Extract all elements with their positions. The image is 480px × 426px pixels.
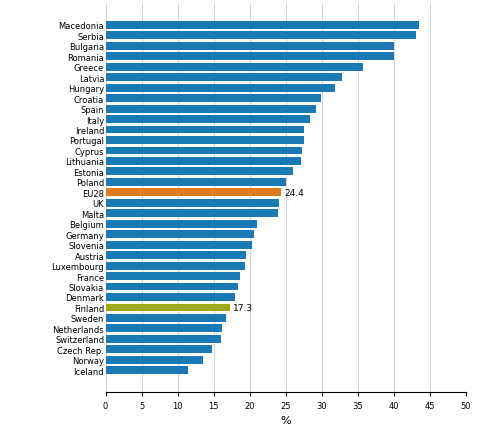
Bar bbox=[106, 116, 310, 124]
Bar bbox=[106, 356, 203, 364]
Bar bbox=[106, 283, 238, 291]
Bar bbox=[106, 63, 363, 72]
Bar bbox=[106, 210, 278, 218]
Bar bbox=[106, 241, 252, 249]
Bar bbox=[106, 178, 287, 186]
Bar bbox=[106, 314, 226, 322]
Text: 24.4: 24.4 bbox=[284, 188, 304, 197]
X-axis label: %: % bbox=[280, 415, 291, 426]
Bar bbox=[106, 74, 343, 82]
Bar bbox=[106, 199, 279, 207]
Bar bbox=[106, 366, 188, 374]
Bar bbox=[106, 168, 293, 176]
Text: 17.3: 17.3 bbox=[233, 303, 253, 312]
Bar bbox=[106, 105, 316, 113]
Bar bbox=[106, 53, 394, 61]
Bar bbox=[106, 147, 302, 155]
Bar bbox=[106, 273, 240, 280]
Bar bbox=[106, 345, 212, 354]
Bar bbox=[106, 304, 230, 312]
Bar bbox=[106, 335, 221, 343]
Bar bbox=[106, 189, 281, 197]
Bar bbox=[106, 137, 304, 144]
Bar bbox=[106, 95, 321, 103]
Bar bbox=[106, 325, 222, 333]
Bar bbox=[106, 158, 301, 165]
Bar bbox=[106, 294, 235, 301]
Bar bbox=[106, 220, 257, 228]
Bar bbox=[106, 262, 244, 270]
Bar bbox=[106, 84, 335, 92]
Bar bbox=[106, 43, 395, 51]
Bar bbox=[106, 126, 304, 134]
Bar bbox=[106, 32, 416, 40]
Bar bbox=[106, 252, 246, 259]
Bar bbox=[106, 231, 254, 239]
Bar bbox=[106, 22, 419, 30]
